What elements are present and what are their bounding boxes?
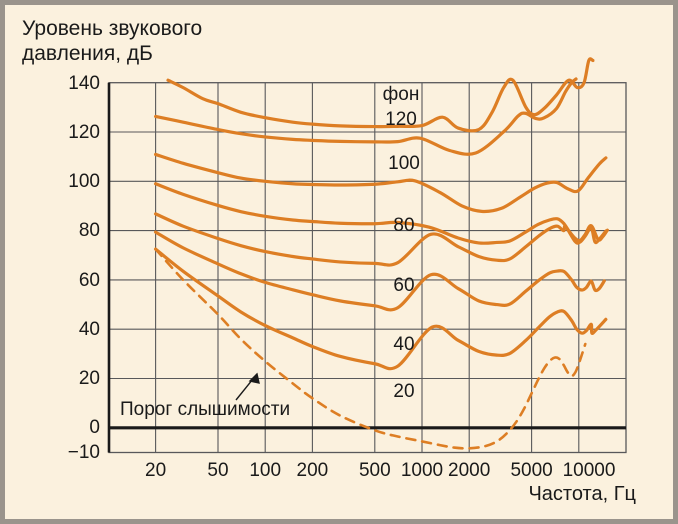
svg-text:200: 200 [297,460,329,481]
svg-text:120: 120 [68,122,100,143]
svg-text:давления, дБ: давления, дБ [22,42,153,65]
svg-text:0: 0 [89,417,100,438]
svg-text:100: 100 [388,153,420,174]
svg-text:2000: 2000 [448,460,490,481]
svg-text:Частота, Гц: Частота, Гц [528,483,636,505]
svg-text:20: 20 [393,381,414,402]
svg-text:40: 40 [79,319,100,340]
svg-text:100: 100 [68,171,100,192]
svg-text:20: 20 [145,460,166,481]
svg-text:60: 60 [79,270,100,291]
svg-text:40: 40 [393,334,414,355]
svg-text:20: 20 [79,368,100,389]
svg-text:фон: фон [383,84,420,105]
svg-text:5000: 5000 [510,460,552,481]
svg-text:500: 500 [359,460,391,481]
svg-text:80: 80 [79,220,100,241]
svg-text:50: 50 [207,460,228,481]
svg-text:80: 80 [393,215,414,236]
svg-text:140: 140 [68,73,100,94]
svg-text:100: 100 [249,460,281,481]
svg-text:120: 120 [385,109,417,130]
svg-text:10000: 10000 [563,460,616,481]
svg-text:Порог слышимости: Порог слышимости [120,399,290,420]
svg-text:Уровень звукового: Уровень звукового [22,17,202,40]
svg-text:−10: −10 [68,442,100,463]
svg-text:60: 60 [393,275,414,296]
svg-text:1000: 1000 [401,460,443,481]
